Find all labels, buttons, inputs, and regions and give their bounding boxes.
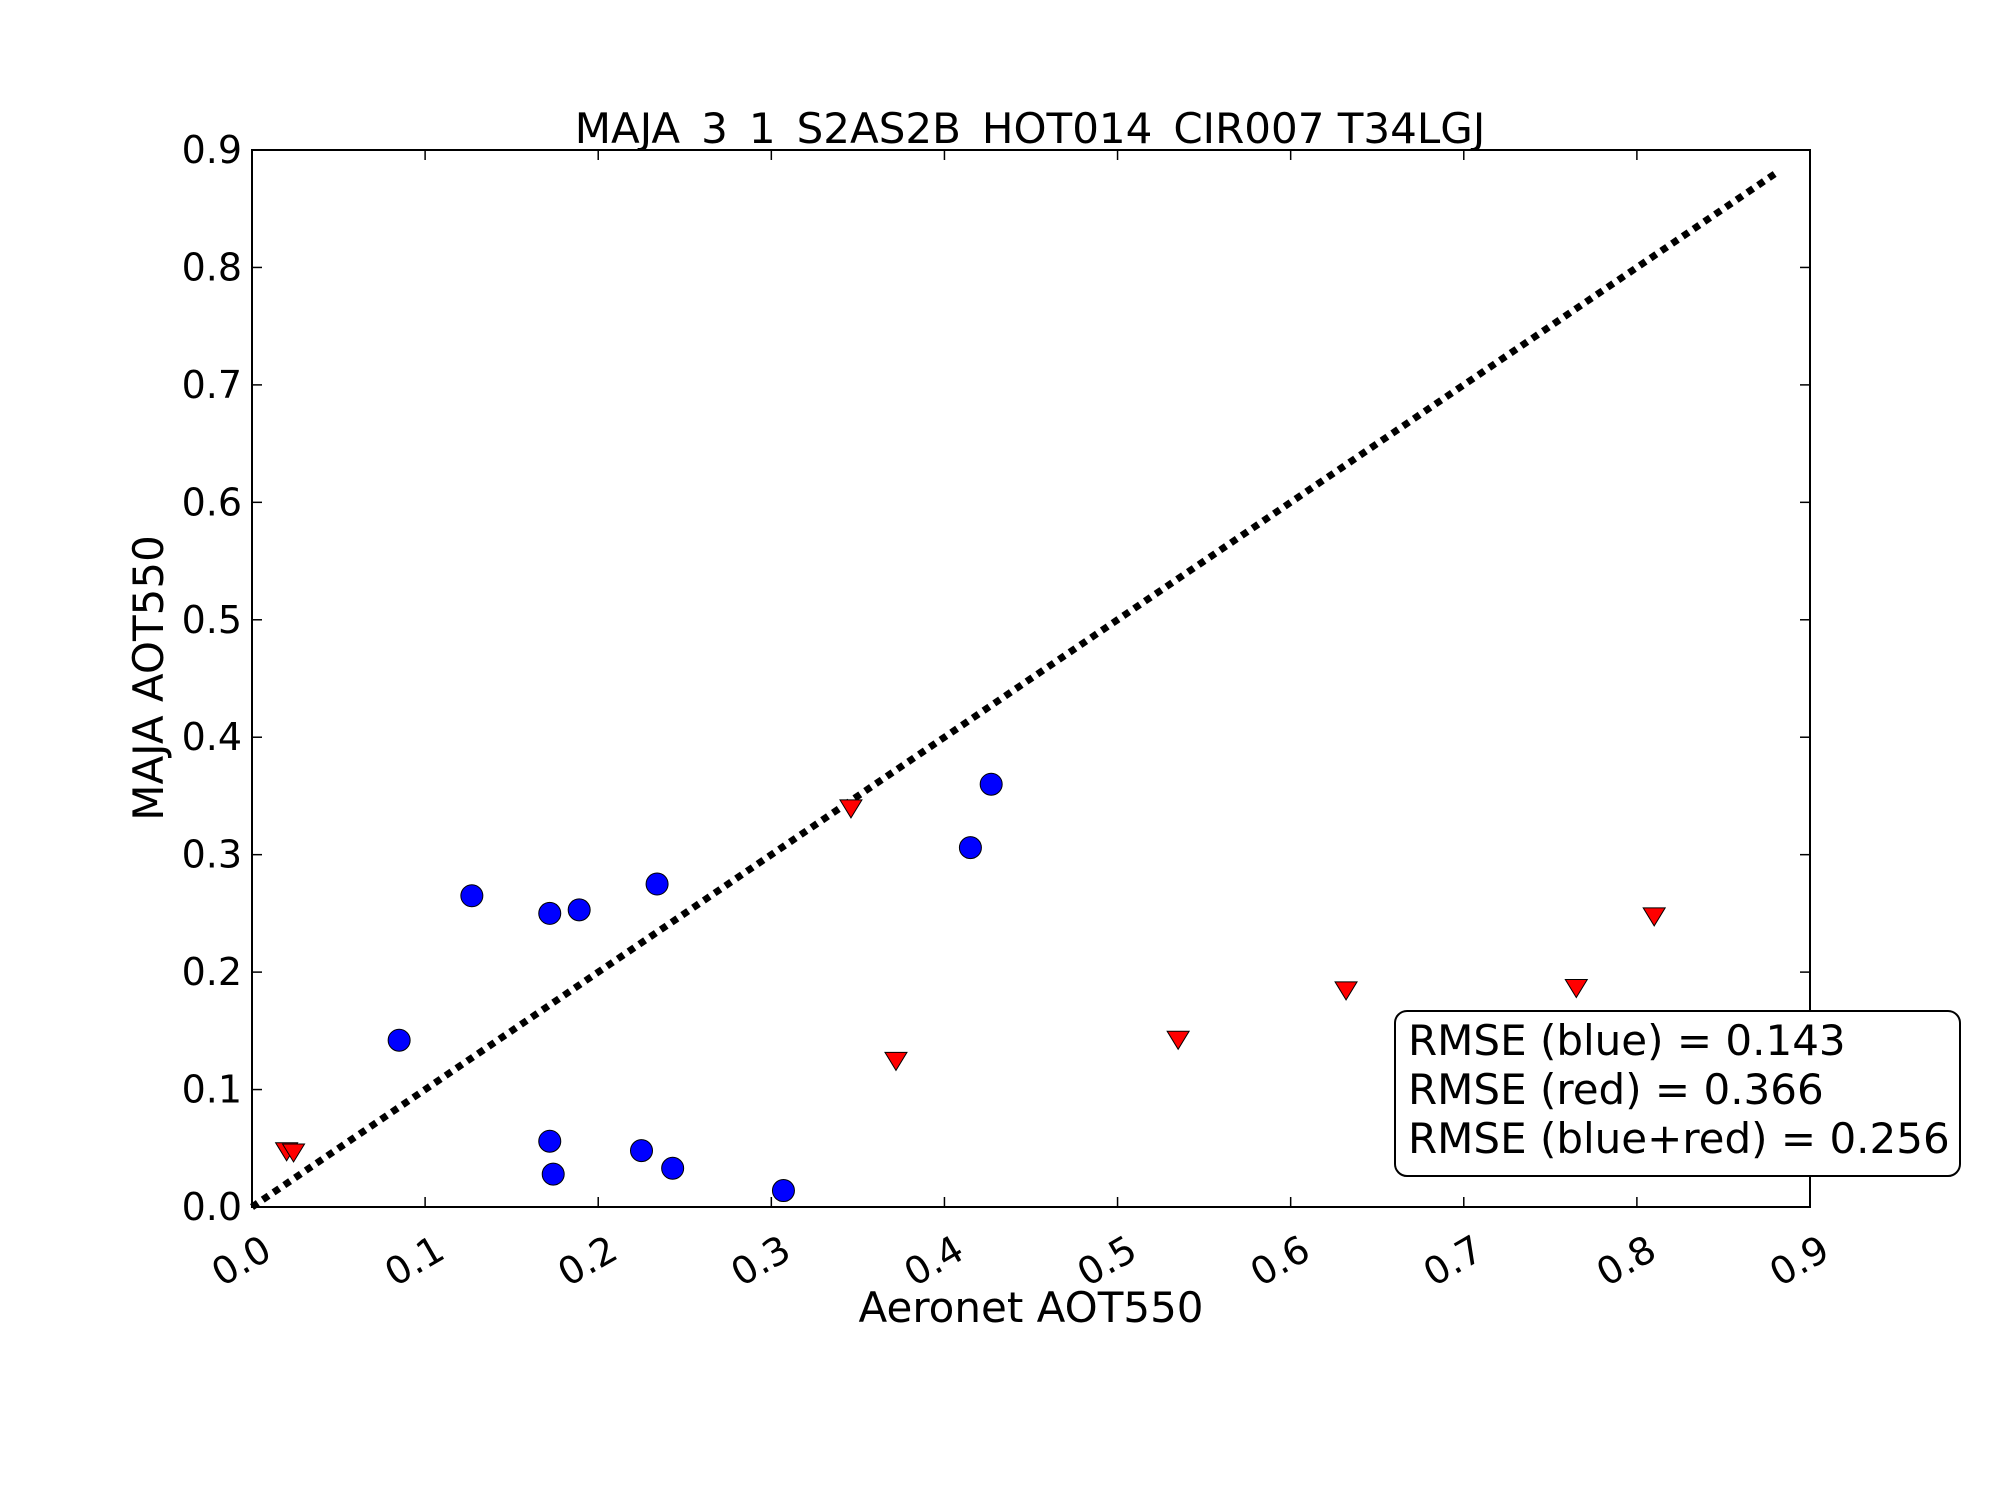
blue-circle-point — [538, 1129, 562, 1153]
blue-circle-point — [661, 1156, 685, 1180]
blue-circle-point — [567, 898, 591, 922]
x-axis-label: Aeronet AOT550 — [858, 1283, 1203, 1332]
y-tick-label: 0.9 — [182, 128, 242, 172]
rmse-annotation-frame — [1394, 1010, 1961, 1177]
red-triangle-point — [1334, 981, 1358, 1001]
red-triangle-point — [281, 1143, 306, 1163]
rmse-annotation-box: RMSE (blue) = 0.143 RMSE (red) = 0.366 R… — [1394, 1010, 1961, 1177]
red-triangle-point — [839, 799, 863, 819]
y-tick-labels: 0.0 0.1 0.2 0.3 0.4 0.5 0.6 0.7 0.8 0.9 — [182, 128, 242, 1229]
red-triangle-point — [884, 1051, 908, 1072]
blue-circle-point — [541, 1162, 565, 1186]
y-tick-label: 0.8 — [182, 245, 242, 289]
y-tick-label: 0.0 — [182, 1185, 242, 1229]
y-tick-label: 0.5 — [182, 598, 242, 642]
y-tick-label: 0.2 — [182, 950, 242, 994]
blue-circle-point — [538, 901, 562, 925]
red-triangle-point — [1642, 907, 1667, 927]
chart-title: MAJA_3_1_S2AS2B_HOT014_CIR007 T34LGJ — [575, 104, 1485, 153]
y-tick-label: 0.7 — [182, 363, 242, 407]
identity-reference-line — [250, 170, 1778, 1210]
blue-circle-point — [630, 1139, 653, 1163]
blue-circle-point — [958, 836, 982, 860]
rmse-blue-text: RMSE (blue) = 0.143 — [1408, 1016, 1846, 1065]
rmse-red-text: RMSE (red) = 0.366 — [1408, 1065, 1824, 1114]
red-triangle-point — [1166, 1030, 1191, 1051]
y-axis-label: MAJA AOT550 — [124, 535, 173, 821]
blue-circle-point — [645, 872, 669, 896]
rmse-combined-text: RMSE (blue+red) = 0.256 — [1408, 1114, 1950, 1163]
blue-circle-point — [387, 1028, 411, 1052]
blue-circle-point — [771, 1179, 795, 1203]
identity-line-layer — [250, 170, 1778, 1210]
y-tick-label: 0.6 — [182, 480, 242, 524]
red-triangle-point — [1564, 979, 1589, 999]
y-tick-label: 0.4 — [182, 715, 242, 759]
data-points-layer — [274, 772, 1667, 1203]
blue-circle-point — [979, 772, 1003, 796]
blue-circle-point — [460, 884, 484, 908]
y-tick-label: 0.3 — [182, 833, 242, 877]
y-tick-label: 0.1 — [182, 1068, 242, 1112]
